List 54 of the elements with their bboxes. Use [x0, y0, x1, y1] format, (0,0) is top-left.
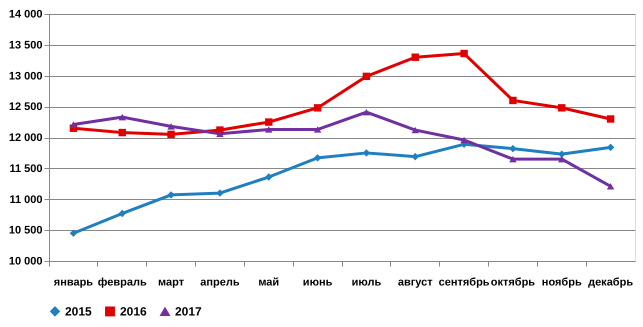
point: [509, 96, 517, 104]
x-tick-label: декабрь: [588, 276, 634, 288]
y-tick-label: 10 500: [8, 224, 42, 237]
point: [314, 154, 322, 162]
y-tick-label: 12 500: [8, 101, 42, 114]
legend-label: 2017: [175, 304, 202, 319]
point: [118, 114, 126, 120]
point: [412, 152, 419, 160]
point: [265, 118, 272, 126]
legend-label: 2016: [120, 304, 148, 318]
point: [216, 189, 224, 197]
point: [412, 54, 419, 61]
legend-label: 2015: [65, 304, 92, 318]
point: [167, 191, 175, 199]
x-tick-label: январь: [54, 276, 94, 288]
point: [412, 126, 419, 134]
point: [558, 156, 566, 162]
point: [118, 210, 126, 218]
y-tick-label: 10 000: [8, 256, 42, 268]
point: [509, 156, 517, 162]
point: [70, 121, 78, 128]
x-tick-label: июль: [352, 276, 382, 288]
y-tick-label: 14 000: [8, 8, 42, 20]
point: [118, 128, 126, 136]
x-tick-label: ноябрь: [542, 276, 582, 288]
point: [265, 126, 272, 133]
x-tick-label: февраль: [98, 276, 147, 288]
y-tick-label: 12 000: [8, 132, 42, 144]
point: [362, 72, 370, 80]
point: [558, 150, 566, 158]
y-tick-label: 11 000: [9, 194, 42, 206]
y-tick-label: 13 000: [8, 70, 42, 82]
point: [314, 126, 322, 133]
x-tick-label: сентябрь: [438, 276, 490, 288]
point: [606, 183, 614, 190]
point: [460, 136, 468, 144]
point: [606, 144, 614, 152]
point: [167, 130, 175, 138]
y-tick-label: 13 500: [8, 39, 42, 52]
point: [314, 104, 322, 112]
x-tick-label: май: [258, 276, 280, 288]
y-tick-label: 11 500: [9, 162, 42, 175]
x-tick-label: октябрь: [490, 276, 536, 288]
point: [606, 115, 614, 123]
x-tick-label: март: [158, 276, 185, 288]
point: [460, 50, 468, 58]
x-tick-label: апрель: [200, 276, 240, 288]
point: [216, 130, 224, 138]
point: [362, 108, 370, 116]
point: [558, 104, 566, 112]
point: [70, 230, 78, 237]
point: [167, 123, 175, 130]
x-tick-label: август: [398, 276, 434, 288]
x-tick-label: июнь: [302, 276, 333, 288]
